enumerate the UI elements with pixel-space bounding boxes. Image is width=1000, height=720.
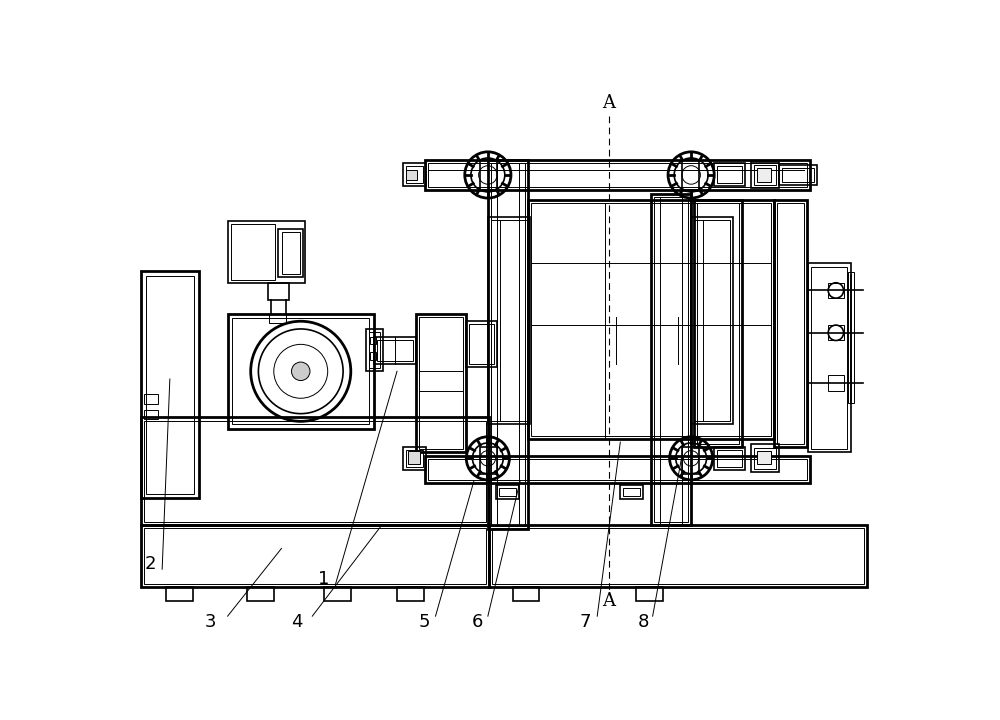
Bar (717, 166, 742, 184)
Bar (636, 587, 663, 600)
Bar (469, 324, 494, 364)
Bar (141, 271, 199, 498)
Bar (654, 197, 688, 522)
Text: A: A (602, 94, 615, 112)
Bar (777, 204, 804, 444)
Bar (697, 204, 739, 444)
Bar (416, 313, 466, 452)
Bar (774, 200, 807, 446)
Bar (714, 163, 745, 186)
Bar (144, 395, 158, 404)
Bar (623, 488, 640, 496)
Bar (491, 163, 525, 526)
Bar (232, 318, 369, 424)
Bar (717, 450, 742, 467)
Text: 3: 3 (205, 613, 216, 631)
Bar (488, 217, 530, 423)
Bar (370, 337, 376, 344)
Bar (377, 340, 413, 361)
Bar (406, 169, 417, 180)
Bar (694, 220, 730, 420)
Bar (425, 456, 810, 483)
Bar (480, 160, 497, 190)
Bar (691, 217, 733, 423)
Bar (779, 165, 817, 185)
Bar (757, 451, 771, 464)
Bar (489, 526, 867, 587)
Bar (166, 587, 193, 600)
Bar (144, 420, 486, 522)
Bar (528, 200, 774, 439)
Text: 6: 6 (472, 613, 484, 631)
Bar (369, 332, 380, 368)
Bar (425, 160, 810, 190)
Bar (419, 317, 463, 449)
Bar (531, 204, 771, 436)
Text: 2: 2 (145, 555, 156, 573)
Bar (828, 375, 844, 390)
Bar (428, 163, 807, 187)
Bar (512, 587, 539, 600)
Text: 1: 1 (318, 570, 330, 588)
Bar (144, 528, 486, 584)
Bar (403, 163, 426, 186)
Bar (491, 220, 527, 420)
Bar (366, 329, 383, 372)
Bar (754, 165, 776, 185)
Bar (682, 160, 699, 190)
Bar (403, 446, 426, 470)
Text: 4: 4 (291, 613, 303, 631)
Bar (406, 166, 423, 184)
Bar (428, 459, 807, 480)
Bar (682, 446, 699, 474)
Bar (406, 450, 423, 467)
Bar (324, 587, 351, 600)
Text: 7: 7 (580, 613, 591, 631)
Bar (466, 321, 497, 367)
Bar (228, 221, 305, 283)
Bar (268, 283, 289, 300)
Circle shape (292, 362, 310, 381)
Bar (651, 194, 691, 526)
Bar (499, 488, 516, 496)
Bar (278, 229, 303, 276)
Bar (751, 444, 779, 472)
Bar (754, 448, 776, 469)
Bar (397, 587, 424, 600)
Bar (828, 325, 844, 341)
Bar (811, 266, 847, 449)
Bar (408, 451, 420, 464)
Bar (146, 276, 194, 494)
Bar (282, 232, 300, 274)
Bar (492, 528, 864, 584)
Bar (808, 264, 851, 452)
Bar (751, 162, 779, 188)
Bar (782, 168, 814, 182)
Bar (694, 200, 742, 446)
Bar (141, 418, 489, 526)
Bar (141, 526, 489, 587)
Text: A: A (602, 592, 615, 610)
Bar (247, 587, 274, 600)
Bar (269, 313, 286, 323)
Bar (370, 352, 376, 360)
Bar (488, 160, 528, 529)
Bar (714, 446, 745, 470)
Bar (848, 272, 854, 403)
Bar (620, 485, 643, 499)
Bar (480, 446, 497, 474)
Bar (144, 410, 158, 419)
Text: 8: 8 (638, 613, 649, 631)
Bar (828, 283, 844, 298)
Bar (757, 168, 771, 182)
Bar (496, 485, 519, 499)
Bar (231, 224, 275, 279)
Text: 5: 5 (418, 613, 430, 631)
Bar (374, 337, 416, 364)
Bar (228, 313, 374, 429)
